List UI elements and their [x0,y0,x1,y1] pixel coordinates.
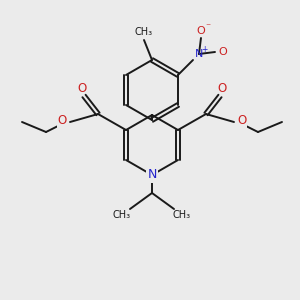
Text: ⁻: ⁻ [206,22,211,32]
Text: CH₃: CH₃ [173,210,191,220]
Text: N: N [195,49,203,59]
Text: CH₃: CH₃ [113,210,131,220]
Text: O: O [218,82,226,94]
Text: +: + [201,46,207,55]
Text: CH₃: CH₃ [135,27,153,37]
Text: O: O [77,82,87,94]
Text: O: O [237,115,247,128]
Text: O: O [219,47,227,57]
Text: O: O [57,115,67,128]
Text: N: N [147,169,157,182]
Text: O: O [196,26,206,36]
